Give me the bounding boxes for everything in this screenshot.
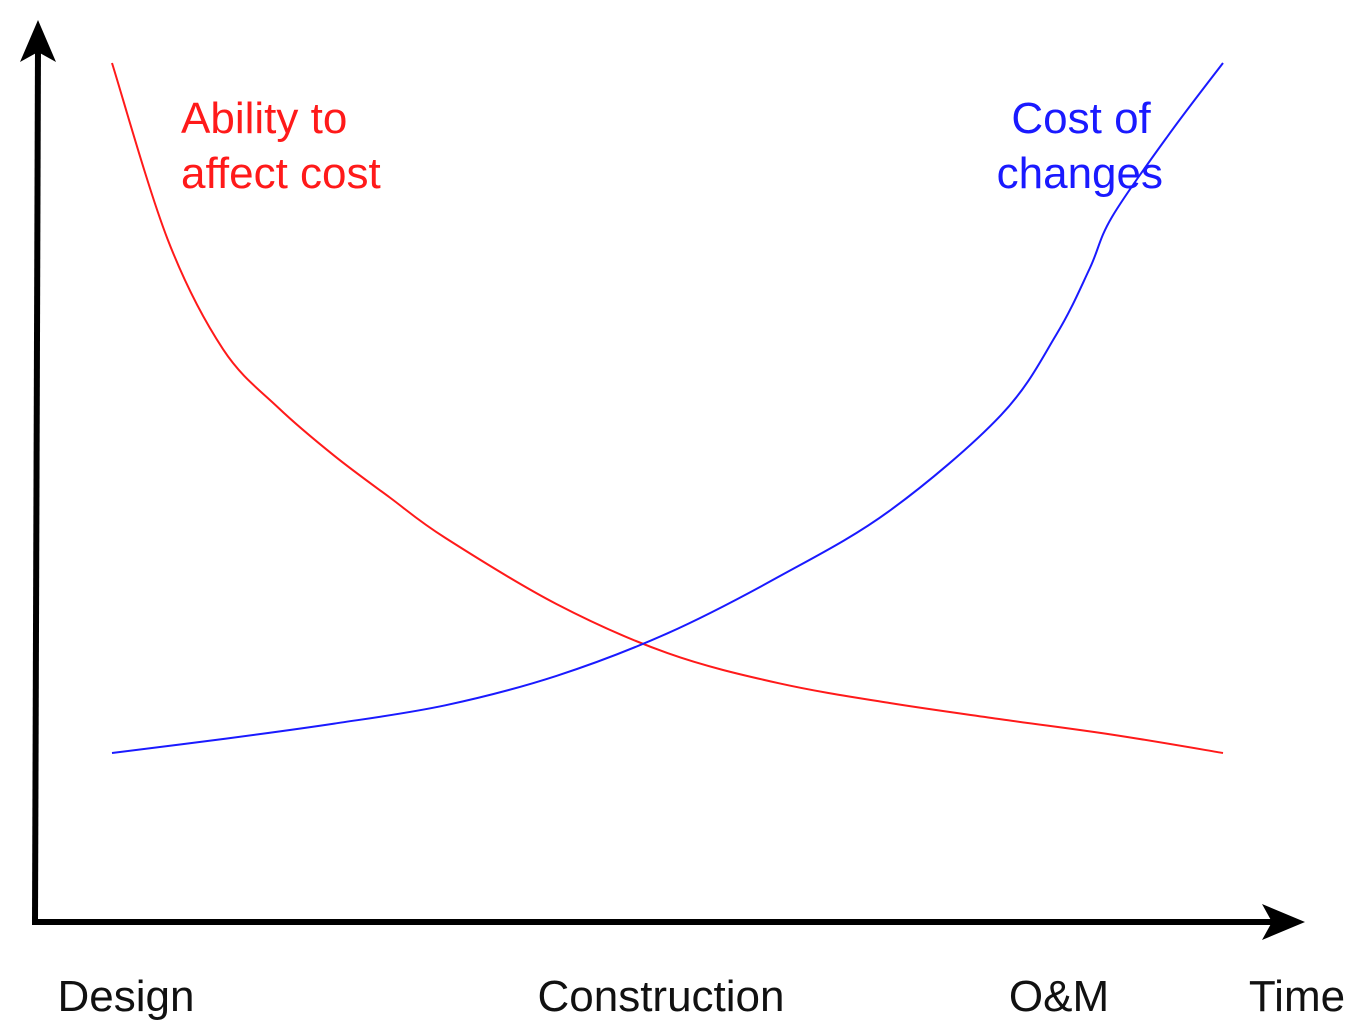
x-tick-label-om: O&M bbox=[1009, 972, 1109, 1021]
series-label-line-1: Ability to bbox=[181, 94, 347, 143]
x-tick-label-design: Design bbox=[58, 972, 195, 1021]
series-label-line-2: changes bbox=[997, 149, 1163, 198]
series-line-cost-of-changes bbox=[111, 62, 1224, 754]
series-label-line-2: affect cost bbox=[181, 149, 381, 198]
series-label-ability: Ability to affect cost bbox=[181, 94, 381, 198]
x-axis-arrow bbox=[1262, 904, 1305, 940]
y-axis bbox=[32, 44, 41, 923]
x-axis-label: Time bbox=[1249, 972, 1345, 1021]
series-label-cost: Cost of changes bbox=[997, 94, 1163, 198]
series-label-line-1: Cost of bbox=[1011, 94, 1151, 143]
y-axis-arrow bbox=[20, 20, 56, 62]
series-line-ability-to-affect-cost bbox=[111, 62, 1224, 754]
x-tick-label-construction: Construction bbox=[537, 972, 784, 1021]
